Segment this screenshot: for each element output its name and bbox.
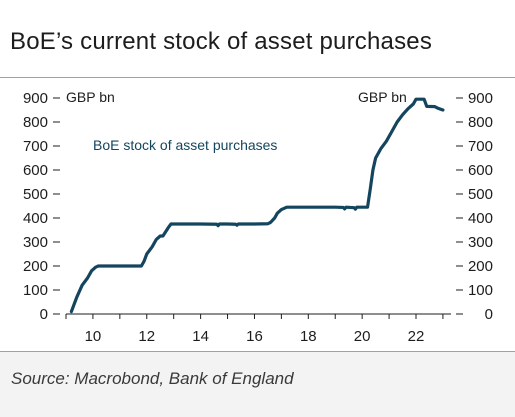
y-tick-label-left: 200 bbox=[23, 258, 48, 275]
x-tick-label: 14 bbox=[192, 328, 209, 345]
title-band: BoE’s current stock of asset purchases bbox=[0, 0, 515, 78]
y-tick-label-right: 300 bbox=[468, 234, 493, 251]
chart-title: BoE’s current stock of asset purchases bbox=[10, 28, 433, 55]
y-tick-label-left: 900 bbox=[23, 90, 48, 107]
x-tick-label: 18 bbox=[300, 328, 317, 345]
y-tick-label-left: 700 bbox=[23, 138, 48, 155]
y-tick-label-right: 800 bbox=[468, 114, 493, 131]
source-divider bbox=[0, 351, 515, 352]
y-tick-label-right: 700 bbox=[468, 138, 493, 155]
y-tick-label-left: 100 bbox=[23, 282, 48, 299]
y-tick-label-right: 0 bbox=[485, 306, 493, 323]
x-tick-label: 20 bbox=[354, 328, 371, 345]
series-line bbox=[69, 97, 445, 314]
y-tick-label-left: 300 bbox=[23, 234, 48, 251]
y-tick-label-right: 100 bbox=[468, 282, 493, 299]
x-axis: 10 12 14 16 18 20 22 bbox=[65, 313, 451, 345]
source-band bbox=[0, 352, 515, 417]
series-label: BoE stock of asset purchases bbox=[93, 137, 277, 153]
x-tick-label: 22 bbox=[408, 328, 425, 345]
title-divider bbox=[0, 77, 515, 78]
y-tick-label-right: 400 bbox=[468, 210, 493, 227]
left-axis-unit: GBP bn bbox=[66, 89, 115, 105]
y-tick-label-right: 900 bbox=[468, 90, 493, 107]
y-tick-label-left: 400 bbox=[23, 210, 48, 227]
right-axis-unit: GBP bn bbox=[358, 89, 407, 105]
left-y-axis: 0 100 200 300 400 500 600 700 800 900 bbox=[23, 90, 60, 323]
x-tick-label: 16 bbox=[246, 328, 263, 345]
y-tick-label-left: 600 bbox=[23, 162, 48, 179]
y-tick-label-left: 800 bbox=[23, 114, 48, 131]
right-y-axis: 0 100 200 300 400 500 600 700 800 900 bbox=[456, 90, 493, 323]
line-chart: 0 100 200 300 400 500 600 700 800 900 0 100 200 300 4… bbox=[23, 89, 493, 345]
source-note: Source: Macrobond, Bank of England bbox=[11, 369, 294, 388]
y-tick-label-left: 500 bbox=[23, 186, 48, 203]
y-tick-label-right: 500 bbox=[468, 186, 493, 203]
y-tick-label-right: 200 bbox=[468, 258, 493, 275]
series-layer bbox=[69, 97, 445, 314]
x-tick-label: 10 bbox=[85, 328, 102, 345]
x-tick-label: 12 bbox=[138, 328, 155, 345]
y-tick-label-right: 600 bbox=[468, 162, 493, 179]
y-tick-label-left: 0 bbox=[40, 306, 48, 323]
plot-area: 0 100 200 300 400 500 600 700 800 900 0 100 200 300 4… bbox=[0, 78, 515, 351]
